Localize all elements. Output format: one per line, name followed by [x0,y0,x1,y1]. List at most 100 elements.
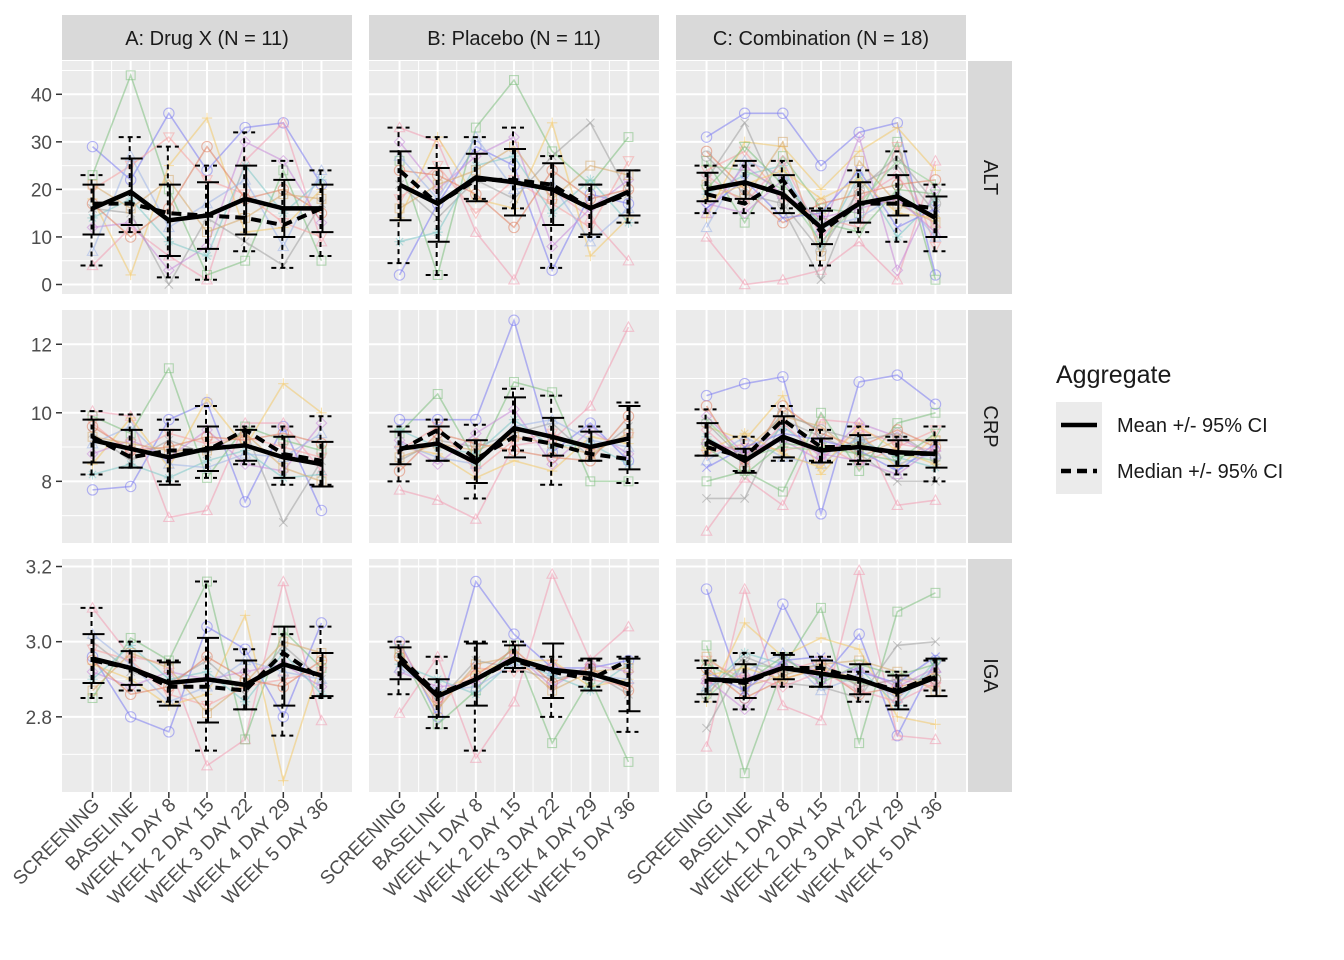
facet-column-label: C: Combination (N = 18) [713,28,929,50]
subject-point [508,628,520,640]
subject-point [777,486,788,497]
mean-line [91,656,323,688]
subject-line [706,374,936,517]
facet-row-label: ALT [979,160,1001,195]
legend: Aggregate Mean +/- 95% CI Median +/- 95% C… [1056,361,1283,494]
subject-point [431,160,444,172]
subject-point [853,174,865,186]
subject-point [701,640,712,651]
subject-point [892,418,903,429]
subject-point [508,221,520,234]
subject-point [508,314,520,327]
subject-point [277,575,290,587]
subject-point [201,140,213,153]
subject-point [738,582,751,594]
subject-point [507,695,521,707]
mean-line [399,425,629,466]
subject-point [622,620,635,632]
subject-point [891,141,904,153]
subject-point [393,483,406,495]
subject-point [125,70,136,81]
subject-point [701,493,712,504]
subject-point [776,680,789,693]
subject-point [239,458,252,471]
subject-point [777,136,788,147]
subject-point [777,390,789,401]
legend-label: Mean +/- 95% CI [1117,415,1268,437]
subject-point [393,465,406,477]
subject-point [239,135,252,148]
facet-column-label: A: Drug X (N = 11) [125,28,289,50]
subject-point [164,279,174,290]
subject-point [853,684,866,697]
subject-point [469,225,482,237]
y-tick-label: 3.2 [26,558,52,579]
subject-point [470,575,482,588]
mean-line [397,656,630,699]
subject-point [854,155,865,166]
subject-point [700,221,713,233]
panel-A-IGA [62,559,352,792]
facet-strip-column [62,15,352,60]
subject-point [623,132,634,143]
subject-point [776,699,789,711]
subject-point [739,136,750,148]
subject-point [740,442,750,452]
facet-strip-row [968,559,1012,792]
panel-B-IGA [369,559,659,792]
subject-point [240,255,251,266]
subject-point [815,424,827,436]
subject-point [930,165,941,176]
subject-point [816,407,826,418]
subject-point [86,140,99,153]
subject-point [815,462,827,473]
subject-point [431,413,444,426]
subject-point [739,768,750,779]
mean-line [91,189,322,223]
subject-point [700,454,713,466]
subject-point [623,756,634,767]
y-tick-label: 12 [31,335,52,356]
subject-point [509,376,519,387]
facet-strip-column [676,15,966,60]
subject-point [200,175,214,187]
subject-point [740,118,750,128]
subject-point [891,273,904,285]
subject-point [815,632,827,644]
subject-point [585,476,596,487]
subject-point [432,226,443,238]
subject-point [930,407,941,418]
y-tick-label: 8 [41,472,52,493]
y-tick-label: 0 [41,275,52,296]
subject-point [700,400,713,412]
subject-point [163,236,175,247]
y-tick-label: 20 [31,180,52,201]
legend-label: Median +/- 95% CI [1117,461,1283,483]
panel-B-ALT [369,61,659,294]
subject-point [929,493,942,505]
facet-row-label: IGA [979,658,1001,693]
subject-point [316,174,327,186]
subject-point [546,240,559,253]
subject-point [777,598,789,610]
subject-point [470,448,482,460]
subject-point [469,512,482,524]
subject-point [892,606,903,617]
subject-point [891,369,904,381]
subject-point [163,726,175,738]
subject-point [815,159,827,172]
subject-point [315,504,328,517]
subject-point [701,670,712,681]
panel-B-CRP [369,310,659,543]
subject-point [622,156,635,168]
subject-point [853,235,866,247]
subject-point [701,476,712,487]
subject-point [623,476,634,487]
subject-point [394,424,405,436]
subject-point [546,458,559,471]
subject-point [853,376,865,388]
subject-point [163,363,174,374]
subject-point [929,733,942,745]
y-tick-label: 30 [31,133,52,154]
subject-point [162,510,175,523]
